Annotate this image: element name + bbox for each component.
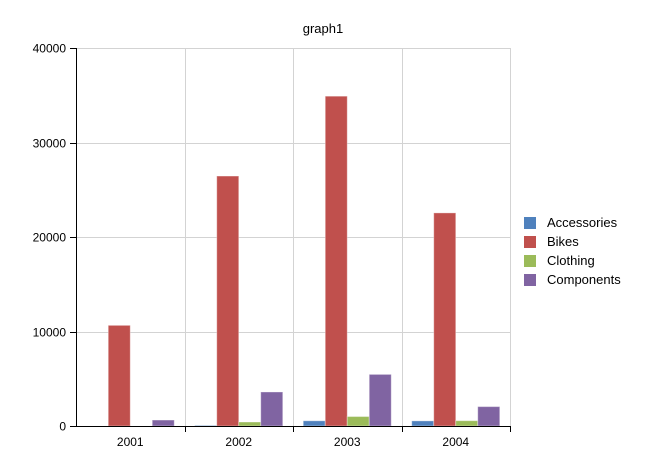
- bar-components-2002: [260, 391, 284, 427]
- x-tick-label: 2001: [117, 435, 144, 449]
- legend-item-components: Components: [524, 270, 621, 289]
- bar-components-2003: [368, 373, 392, 427]
- bar-clothing-2003: [346, 416, 370, 427]
- legend-swatch: [524, 235, 536, 248]
- legend-swatch: [524, 254, 536, 267]
- legend-swatch: [524, 273, 536, 286]
- legend-item-bikes: Bikes: [524, 232, 621, 251]
- legend-label: Accessories: [547, 215, 618, 230]
- legend-label: Clothing: [547, 253, 595, 268]
- y-tick-label: 40000: [33, 42, 67, 56]
- x-tick-label: 2003: [334, 435, 361, 449]
- x-tick-label: 2004: [442, 435, 469, 449]
- x-tick-label: 2002: [225, 435, 252, 449]
- bar-clothing-2004: [455, 420, 479, 427]
- bar-bikes-2003: [324, 95, 348, 427]
- legend: Accessories Bikes Clothing Components: [524, 213, 621, 289]
- chart-title: graph1: [303, 21, 343, 36]
- bar-bikes-2004: [433, 212, 457, 427]
- y-tick-label: 0: [59, 420, 66, 434]
- bar-accessories-2004: [411, 420, 435, 427]
- bar-bikes-2002: [216, 175, 240, 427]
- legend-item-accessories: Accessories: [524, 213, 621, 232]
- bar-bikes-2001: [107, 324, 131, 427]
- y-tick-label: 30000: [33, 137, 67, 151]
- bar-clothing-2002: [238, 421, 262, 427]
- legend-swatch: [524, 216, 536, 229]
- legend-label: Bikes: [547, 234, 579, 249]
- bar-components-2004: [477, 406, 501, 427]
- legend-item-clothing: Clothing: [524, 251, 621, 270]
- legend-label: Components: [547, 272, 621, 287]
- y-tick-label: 10000: [33, 326, 67, 340]
- bar-accessories-2003: [302, 420, 326, 427]
- bar-components-2001: [151, 419, 175, 427]
- y-tick-label: 20000: [33, 231, 67, 245]
